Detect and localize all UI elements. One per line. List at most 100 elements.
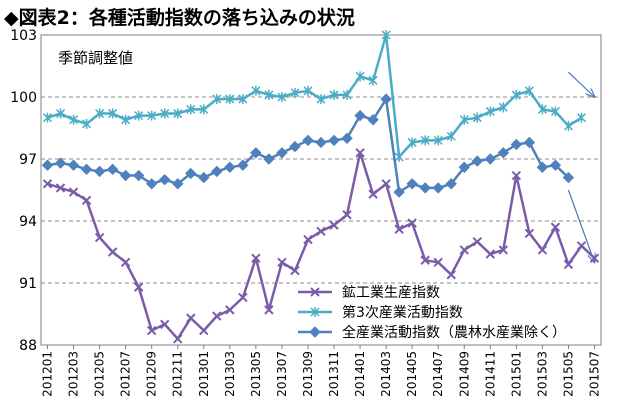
x-tick-label: 201401 xyxy=(353,351,367,397)
data-point xyxy=(471,155,483,167)
data-point xyxy=(95,108,105,119)
data-point xyxy=(328,134,340,147)
data-point xyxy=(145,178,158,190)
data-point xyxy=(81,195,92,206)
data-point xyxy=(485,249,496,259)
data-point xyxy=(354,109,366,122)
legend-item: 第3次産業活動指数 xyxy=(298,304,463,321)
legend-label: 全産業活動指数（農林水産業除く） xyxy=(342,324,566,341)
x-tick-label: 201301 xyxy=(197,351,211,397)
data-point xyxy=(264,305,274,315)
data-point xyxy=(119,169,132,182)
data-point xyxy=(342,210,352,220)
series-line xyxy=(47,33,583,159)
data-point xyxy=(316,226,326,237)
x-tick-label: 201309 xyxy=(301,351,315,397)
data-point xyxy=(355,148,365,158)
data-point xyxy=(211,165,223,178)
y-tick-label: 94 xyxy=(19,214,37,230)
data-point xyxy=(433,135,443,146)
data-point xyxy=(484,153,497,165)
series-1 xyxy=(42,148,600,344)
data-point xyxy=(342,89,352,100)
x-tick-label: 201403 xyxy=(379,351,393,397)
data-point xyxy=(186,104,196,115)
data-point xyxy=(146,325,157,336)
data-point xyxy=(380,93,392,105)
data-point xyxy=(173,108,183,119)
data-point xyxy=(212,94,222,105)
data-point xyxy=(446,131,456,142)
x-tick-label: 201201 xyxy=(41,351,55,397)
data-point xyxy=(329,89,339,100)
legend-item: 全産業活動指数（農林水産業除く） xyxy=(298,324,566,341)
plot-area xyxy=(40,34,602,346)
data-point xyxy=(173,334,183,344)
data-point xyxy=(406,178,418,190)
seasonal-adjustment-note: 季節調整値 xyxy=(58,49,133,67)
data-point xyxy=(106,163,119,176)
data-point xyxy=(407,137,417,148)
data-point xyxy=(93,165,106,178)
x-tick-label: 201307 xyxy=(275,351,289,397)
data-point xyxy=(511,170,522,181)
data-point xyxy=(341,132,353,145)
legend-item: 鉱工業生産指数 xyxy=(298,284,440,301)
data-point xyxy=(290,265,300,276)
data-point xyxy=(420,135,430,146)
data-point xyxy=(147,110,157,121)
data-point xyxy=(55,183,66,193)
series-layer xyxy=(41,30,600,344)
data-point xyxy=(225,305,235,315)
x-tick-label: 201501 xyxy=(509,351,523,397)
data-point xyxy=(549,159,562,171)
series-3 xyxy=(41,93,575,198)
data-point xyxy=(576,112,586,123)
data-point xyxy=(368,189,378,199)
data-point xyxy=(458,161,470,173)
data-point xyxy=(563,259,574,270)
data-point xyxy=(198,171,210,184)
data-point xyxy=(134,110,144,121)
data-point xyxy=(251,253,261,263)
chart-title: ◆図表2：各種活動指数の落ち込みの状況 xyxy=(4,6,355,29)
data-point xyxy=(310,307,320,317)
data-point xyxy=(315,136,327,149)
y-tick-label: 97 xyxy=(19,152,37,168)
data-point xyxy=(121,114,131,125)
x-tick-label: 201209 xyxy=(145,351,159,397)
data-point xyxy=(498,245,509,255)
data-point xyxy=(407,218,417,228)
x-tick-label: 201311 xyxy=(327,351,341,397)
data-point xyxy=(446,270,456,280)
x-tick-label: 201203 xyxy=(67,351,81,397)
data-point xyxy=(524,85,534,96)
data-point xyxy=(108,108,118,119)
data-point xyxy=(576,241,587,251)
x-tick-label: 201207 xyxy=(119,351,133,397)
x-tick-label: 201409 xyxy=(457,351,471,397)
trend-arrows xyxy=(567,71,594,262)
data-point xyxy=(498,102,508,113)
data-point xyxy=(393,186,405,198)
data-point xyxy=(199,325,209,336)
data-point xyxy=(42,179,53,189)
data-point xyxy=(67,159,80,171)
data-point xyxy=(537,245,548,255)
data-point xyxy=(41,159,54,171)
data-point xyxy=(120,257,131,268)
data-point xyxy=(497,147,510,159)
data-point xyxy=(472,236,482,247)
data-point xyxy=(238,292,248,303)
data-point xyxy=(238,94,248,105)
data-point xyxy=(310,287,320,297)
data-point xyxy=(550,222,561,232)
data-point xyxy=(536,161,549,173)
data-point xyxy=(82,118,92,129)
data-point xyxy=(56,108,66,119)
data-point xyxy=(264,89,274,100)
data-point xyxy=(263,153,275,165)
data-point xyxy=(329,220,339,230)
x-tick-label: 201505 xyxy=(561,351,575,397)
